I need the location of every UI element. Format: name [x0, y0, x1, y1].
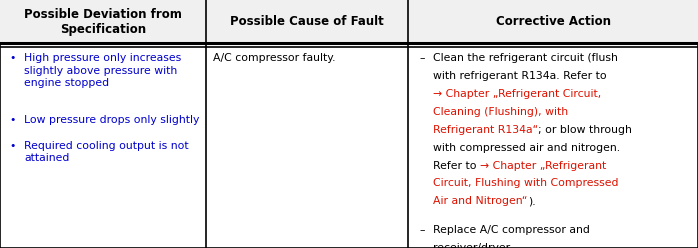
Text: Cleaning (Flushing), with: Cleaning (Flushing), with [433, 107, 568, 117]
Text: Required cooling output is not
attained: Required cooling output is not attained [24, 141, 188, 163]
Text: with refrigerant R134a. Refer to: with refrigerant R134a. Refer to [433, 71, 607, 81]
Text: Possible Cause of Fault: Possible Cause of Fault [230, 15, 384, 28]
Text: Refer to: Refer to [433, 160, 480, 171]
Text: –: – [419, 53, 425, 63]
Text: Circuit, Flushing with Compressed: Circuit, Flushing with Compressed [433, 178, 619, 188]
Text: Possible Deviation from
Specification: Possible Deviation from Specification [24, 8, 182, 36]
Text: Low pressure drops only slightly: Low pressure drops only slightly [24, 115, 200, 125]
Text: A/C compressor faulty.: A/C compressor faulty. [213, 53, 336, 63]
Text: •: • [9, 53, 15, 63]
Text: ; or blow through: ; or blow through [538, 125, 632, 135]
Text: with compressed air and nitrogen.: with compressed air and nitrogen. [433, 143, 621, 153]
Text: Air and Nitrogen“: Air and Nitrogen“ [433, 196, 528, 206]
Text: Replace A/C compressor and: Replace A/C compressor and [433, 225, 591, 235]
Text: High pressure only increases
slightly above pressure with
engine stopped: High pressure only increases slightly ab… [24, 53, 181, 88]
Text: •: • [9, 141, 15, 151]
Text: Refrigerant R134a“: Refrigerant R134a“ [433, 125, 538, 135]
Text: → Chapter „Refrigerant Circuit,: → Chapter „Refrigerant Circuit, [433, 89, 602, 99]
Text: •: • [9, 115, 15, 125]
Text: –: – [419, 225, 425, 235]
Bar [0, 0, 698, 43]
Text: Clean the refrigerant circuit (flush: Clean the refrigerant circuit (flush [433, 53, 618, 63]
Text: Corrective Action: Corrective Action [496, 15, 611, 28]
Text: receiver/dryer.: receiver/dryer. [433, 243, 513, 248]
Text: ).: ). [528, 196, 535, 206]
Text: → Chapter „Refrigerant: → Chapter „Refrigerant [480, 160, 607, 171]
